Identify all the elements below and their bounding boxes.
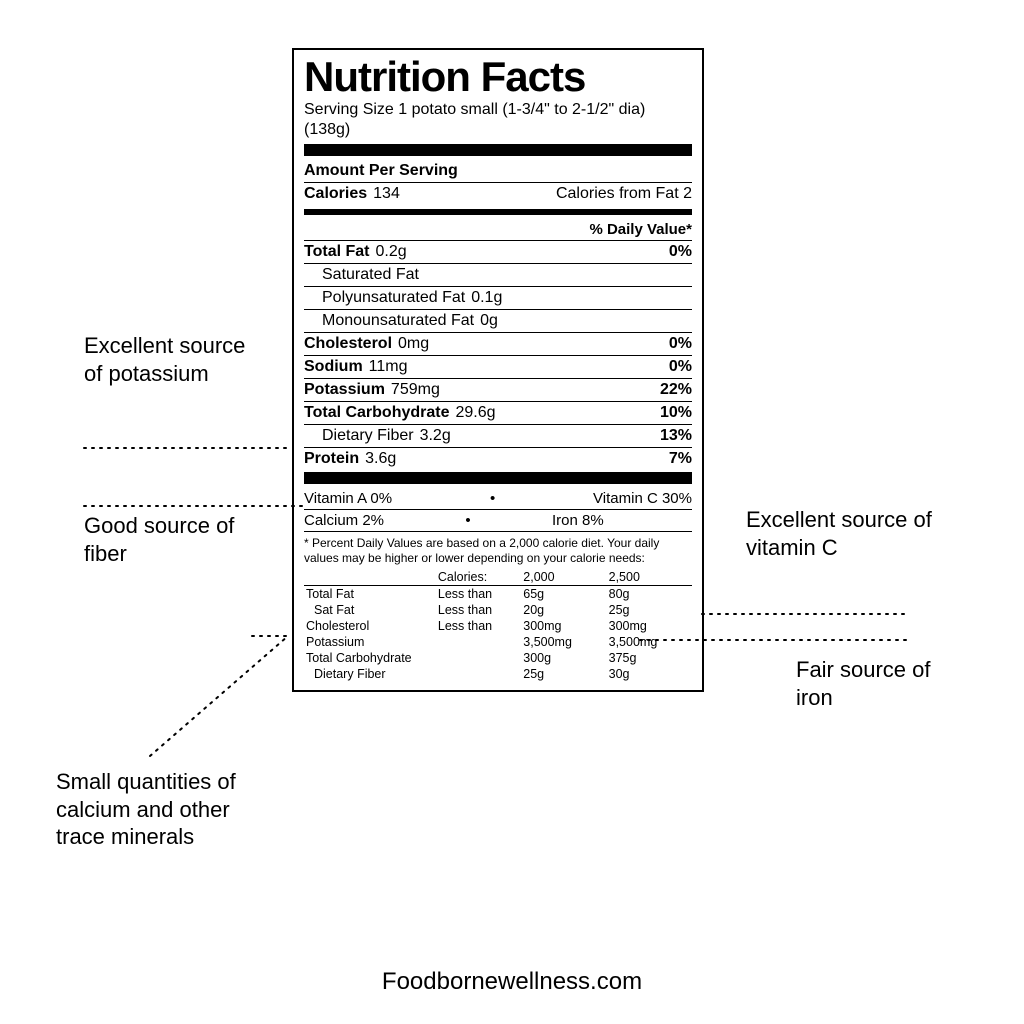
ref-head-2500: 2,500 — [607, 568, 692, 586]
calcium: Calcium 2% — [304, 512, 384, 529]
vitamin-a: Vitamin A 0% — [304, 490, 392, 507]
rule-med-1 — [304, 209, 692, 215]
calories-value: 134 — [373, 185, 400, 203]
protein-label: Protein — [304, 450, 359, 468]
fiber-value: 3.2g — [420, 427, 451, 445]
row-sat-fat: Saturated Fat — [304, 264, 692, 286]
mono-fat-label: Monounsaturated Fat — [322, 312, 474, 330]
sodium-label: Sodium — [304, 358, 363, 376]
total-fat-value: 0.2g — [375, 243, 406, 261]
daily-value-header: % Daily Value* — [304, 219, 692, 240]
ref-row: Sat FatLess than20g25g — [304, 602, 692, 618]
potassium-label: Potassium — [304, 381, 385, 399]
iron: Iron 8% — [552, 512, 692, 529]
row-carb: Total Carbohydrate 29.6g 10% — [304, 402, 692, 424]
ref-head-2000: 2,000 — [521, 568, 606, 586]
calories-row: Calories 134 Calories from Fat 2 — [304, 183, 692, 205]
dot-icon: • — [482, 490, 503, 507]
fiber-pct: 13% — [660, 427, 692, 445]
calories-label: Calories — [304, 185, 367, 203]
poly-fat-value: 0.1g — [471, 289, 502, 307]
row-protein: Protein 3.6g 7% — [304, 448, 692, 470]
cholesterol-label: Cholesterol — [304, 335, 392, 353]
carb-pct: 10% — [660, 404, 692, 422]
annotation-fiber: Good source of fiber — [84, 512, 244, 567]
row-mono-fat: Monounsaturated Fat 0g — [304, 310, 692, 332]
cholesterol-pct: 0% — [669, 335, 692, 353]
nutrition-label: Nutrition Facts Serving Size 1 potato sm… — [292, 48, 704, 692]
protein-pct: 7% — [669, 450, 692, 468]
ref-head-calories: Calories: — [436, 568, 521, 586]
potassium-value: 759mg — [391, 381, 440, 399]
website-credit: Foodbornewellness.com — [0, 968, 1024, 996]
total-fat-pct: 0% — [669, 243, 692, 261]
row-total-fat: Total Fat 0.2g 0% — [304, 241, 692, 263]
ref-row: Total FatLess than65g80g — [304, 586, 692, 602]
sodium-value: 11mg — [369, 358, 408, 376]
annotation-minerals: Small quantities of calcium and other tr… — [56, 768, 276, 851]
annotation-potassium: Excellent source of potassium — [84, 332, 264, 387]
sodium-pct: 0% — [669, 358, 692, 376]
dot-icon: • — [457, 512, 478, 529]
protein-value: 3.6g — [365, 450, 396, 468]
cholesterol-value: 0mg — [398, 335, 429, 353]
poly-fat-label: Polyunsaturated Fat — [322, 289, 465, 307]
amount-per-serving-header: Amount Per Serving — [304, 160, 692, 182]
vitamin-c: Vitamin C 30% — [593, 490, 692, 507]
row-cholesterol: Cholesterol 0mg 0% — [304, 333, 692, 355]
carb-label: Total Carbohydrate — [304, 404, 450, 422]
label-title: Nutrition Facts — [304, 56, 692, 98]
ref-row: Dietary Fiber25g30g — [304, 666, 692, 682]
ref-row: Potassium3,500mg3,500mg — [304, 634, 692, 650]
fiber-label: Dietary Fiber — [322, 427, 414, 445]
row-potassium: Potassium 759mg 22% — [304, 379, 692, 401]
potassium-pct: 22% — [660, 381, 692, 399]
row-sodium: Sodium 11mg 0% — [304, 356, 692, 378]
annotation-vitc: Excellent source of vitamin C — [746, 506, 946, 561]
row-fiber: Dietary Fiber 3.2g 13% — [304, 425, 692, 447]
rule-thick-1 — [304, 144, 692, 156]
total-fat-label: Total Fat — [304, 243, 369, 261]
row-vitamins-1: Vitamin A 0% • Vitamin C 30% — [304, 488, 692, 509]
carb-value: 29.6g — [456, 404, 496, 422]
row-vitamins-2: Calcium 2% • Iron 8% — [304, 510, 692, 531]
row-poly-fat: Polyunsaturated Fat 0.1g — [304, 287, 692, 309]
rule-thick-2 — [304, 472, 692, 484]
reference-table: Calories: 2,000 2,500 Total FatLess than… — [304, 568, 692, 682]
sat-fat-label: Saturated Fat — [322, 266, 419, 284]
serving-size: Serving Size 1 potato small (1-3/4" to 2… — [304, 100, 692, 140]
annotation-iron: Fair source of iron — [796, 656, 966, 711]
footnote: * Percent Daily Values are based on a 2,… — [304, 532, 692, 568]
ref-row: CholesterolLess than300mg300mg — [304, 618, 692, 634]
ref-row: Total Carbohydrate300g375g — [304, 650, 692, 666]
calories-from-fat: Calories from Fat 2 — [556, 185, 692, 203]
mono-fat-value: 0g — [480, 312, 498, 330]
